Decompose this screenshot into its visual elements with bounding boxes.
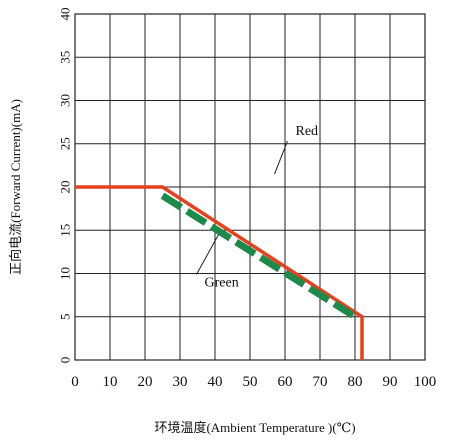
y-tick-label: 5	[58, 314, 73, 321]
series-layer	[75, 185, 364, 360]
x-tick-label: 80	[348, 374, 363, 390]
y-tick-label: 20	[58, 181, 73, 194]
x-tick-label: 60	[278, 374, 293, 390]
x-tick-label: 10	[103, 374, 118, 390]
x-tick-label: 90	[383, 374, 398, 390]
y-tick-label: 10	[58, 267, 73, 280]
x-axis-title: 环境温度(Ambient Temperature )(℃)	[154, 420, 355, 435]
x-tick-label: 100	[414, 374, 437, 390]
y-tick-label: 25	[58, 137, 73, 150]
tick-labels: 0 10 20 30 40 50 60 70 80 90 100 0 5 10 15 20 25 30 35 40	[58, 8, 437, 391]
y-axis-title: 正向电流(Forward Current)(mA)	[8, 99, 23, 275]
series-line-red	[75, 185, 364, 360]
x-tick-label: 70	[313, 374, 328, 390]
series-line-green	[160, 192, 357, 320]
x-tick-label: 30	[173, 374, 188, 390]
y-tick-label: 30	[58, 94, 73, 107]
y-tick-label: 0	[58, 357, 73, 364]
annotation-label-green: Green	[205, 275, 239, 290]
annotation-label-red: Red	[296, 124, 319, 139]
annotation-pointer	[196, 234, 219, 275]
x-tick-label: 40	[208, 374, 223, 390]
annotation-layer: Red Green	[196, 124, 319, 290]
y-tick-label: 35	[58, 51, 73, 64]
y-tick-label: 40	[58, 8, 73, 21]
annotation-pointer	[274, 140, 288, 175]
x-tick-label: 20	[138, 374, 153, 390]
x-tick-label: 50	[243, 374, 258, 390]
x-tick-label: 0	[71, 374, 79, 390]
y-tick-label: 15	[58, 224, 73, 237]
